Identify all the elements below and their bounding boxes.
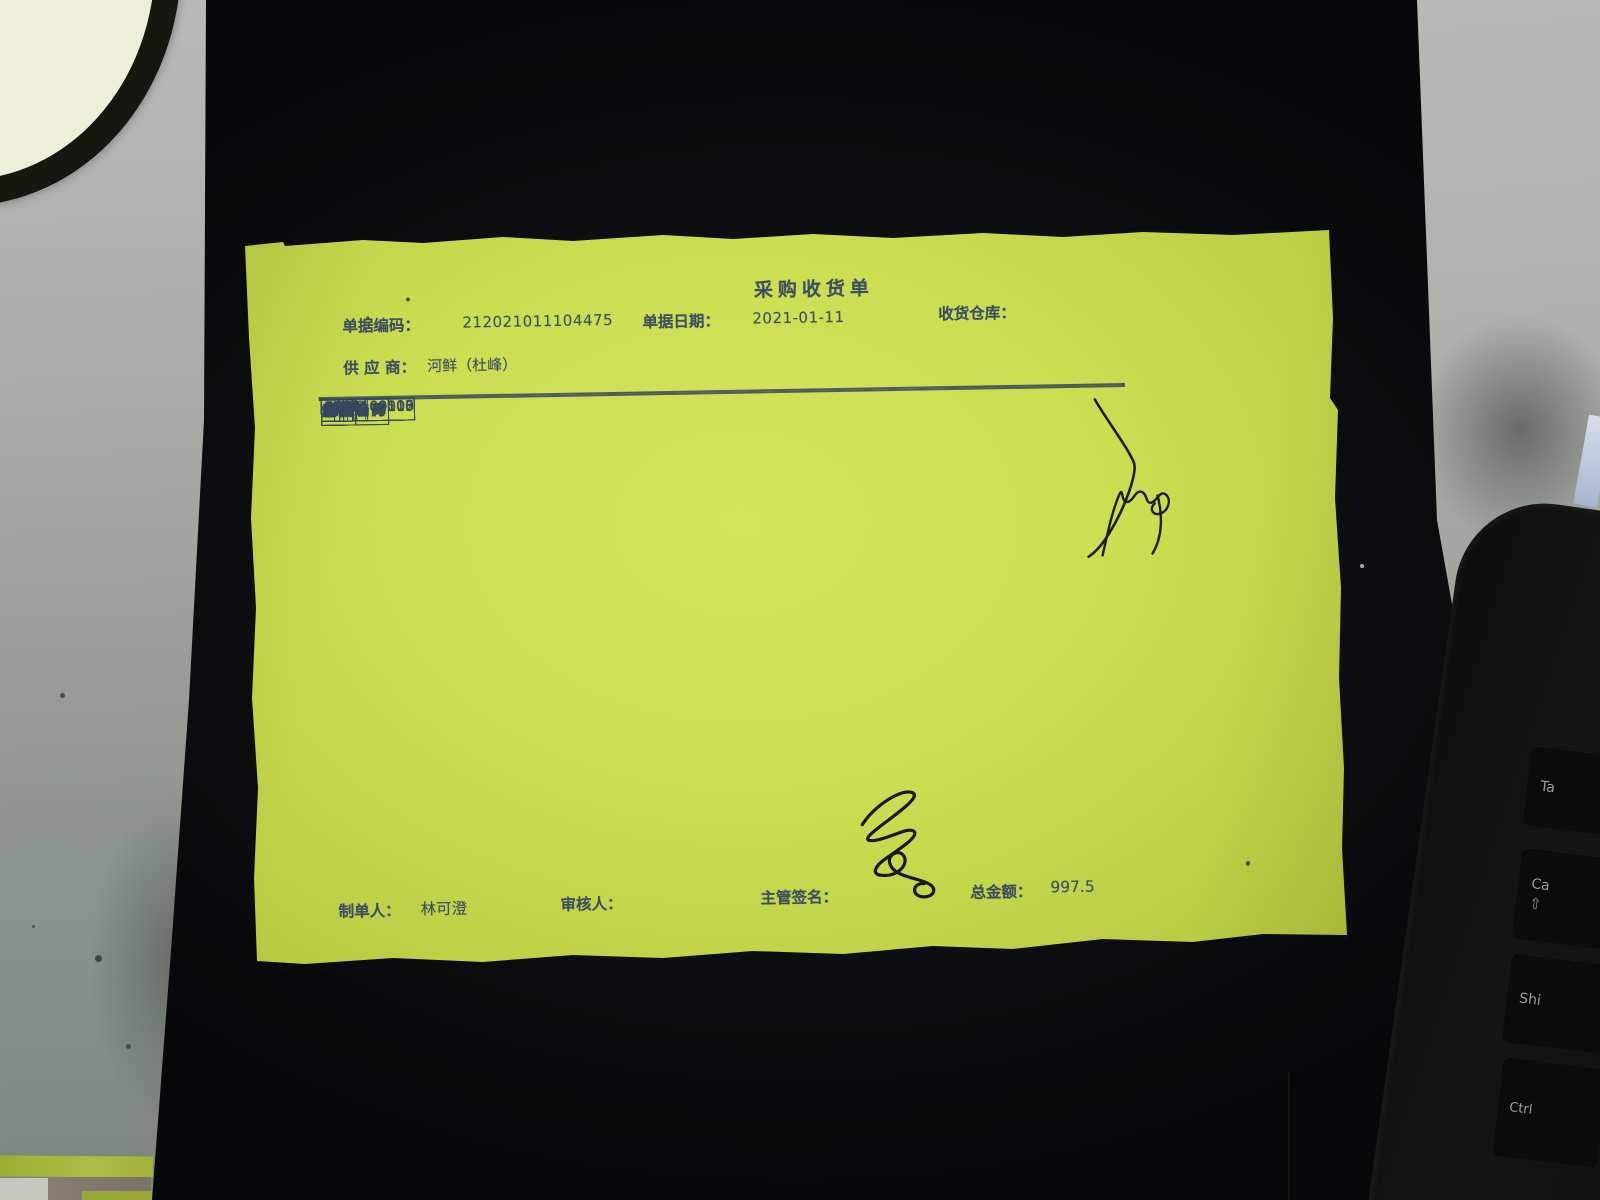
key-caps-lock: Ca ⇧ (1510, 846, 1600, 950)
desk-edge-band (0, 1155, 154, 1178)
approval-tick-mark (1087, 398, 1136, 558)
key-ctrl-label: Ctrl (1508, 1099, 1534, 1118)
approval-signature (1101, 490, 1171, 557)
key-caps-label: Ca (1530, 876, 1551, 895)
desk-specks (60, 693, 65, 698)
key-ctrl: Ctrl (1491, 1055, 1600, 1169)
caps-lock-icon: ⇧ (1528, 893, 1543, 914)
signature-scribble (860, 790, 936, 899)
receipt-paper: 采购收货单 单据编码： 212021011104475 单据日期： 2021-0… (245, 230, 1347, 964)
key-tab-label: Ta (1539, 778, 1556, 797)
laptop-seam (1288, 1072, 1290, 1200)
handwriting-layer (860, 398, 1171, 899)
corner-object-light (0, 1178, 48, 1200)
key-tab: Ta (1521, 745, 1600, 835)
dust-speck (1360, 564, 1364, 568)
receipt-content: 采购收货单 单据编码： 212021011104475 单据日期： 2021-0… (245, 230, 1347, 964)
key-shift: Shi (1500, 952, 1600, 1054)
corner-object-green (82, 1191, 152, 1200)
key-shift-label: Shi (1518, 990, 1542, 1009)
